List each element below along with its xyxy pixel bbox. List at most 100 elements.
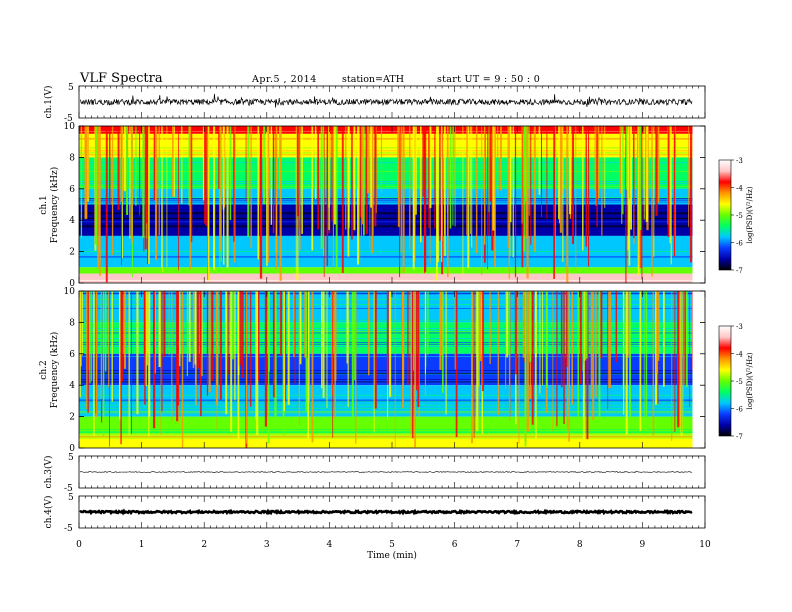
spectrogram-burst bbox=[380, 126, 383, 193]
spectrogram-burst bbox=[615, 291, 618, 363]
spectrogram-burst bbox=[409, 126, 411, 250]
spectrogram-burst bbox=[643, 126, 645, 220]
ytick-label: 4 bbox=[69, 216, 75, 226]
spectrogram-burst bbox=[585, 126, 587, 247]
spectrogram-burst bbox=[321, 291, 323, 389]
spectrogram-texture bbox=[79, 372, 693, 374]
spectrogram-texture bbox=[79, 319, 693, 321]
spectrogram-burst bbox=[410, 291, 412, 435]
spectrogram-burst bbox=[130, 126, 133, 243]
ch1-waveform-trace bbox=[79, 93, 693, 108]
spectrogram-burst bbox=[102, 291, 105, 437]
ytick-label: 0 bbox=[69, 444, 75, 454]
spectrogram-texture bbox=[79, 343, 693, 345]
spectrogram-burst bbox=[161, 126, 163, 269]
spectrogram-burst bbox=[311, 291, 314, 443]
spectrogram-burst bbox=[332, 291, 334, 438]
spectrogram-texture bbox=[79, 320, 693, 322]
spectrogram-burst bbox=[163, 291, 166, 357]
spectrogram-burst bbox=[206, 291, 209, 396]
spectrogram-burst bbox=[153, 126, 156, 201]
spectrogram-burst bbox=[424, 126, 427, 272]
spectrogram-burst bbox=[219, 126, 222, 251]
spectrogram-burst bbox=[171, 291, 173, 422]
spectrogram-burst bbox=[454, 126, 456, 227]
spectrogram-texture bbox=[79, 198, 693, 199]
spectrogram-burst bbox=[531, 291, 534, 425]
spectrogram-burst bbox=[389, 291, 392, 397]
spectrogram-burst bbox=[645, 291, 648, 431]
spectrogram-burst bbox=[582, 291, 585, 447]
spectrogram-burst bbox=[234, 291, 236, 401]
spectrogram-burst bbox=[353, 126, 356, 231]
spectrogram-burst bbox=[514, 126, 517, 278]
spectrogram-texture bbox=[79, 369, 693, 371]
spectrogram-burst bbox=[293, 291, 296, 358]
spectrogram-burst bbox=[607, 291, 609, 410]
x-axis-ticks bbox=[78, 86, 706, 528]
spectrogram-burst bbox=[552, 291, 554, 432]
spectrogram-burst bbox=[441, 291, 444, 393]
colorbar-tick-label: -5 bbox=[736, 378, 743, 386]
spectrogram-burst bbox=[168, 291, 170, 356]
spectrogram-texture bbox=[79, 136, 693, 138]
ch1-spec-ylabel-frequency: Frequency (kHz) bbox=[49, 167, 60, 244]
spectrogram-burst bbox=[359, 126, 361, 259]
spectrogram-burst bbox=[667, 126, 670, 237]
spectrogram-burst bbox=[227, 291, 229, 375]
spectrogram-burst bbox=[521, 126, 523, 224]
spectrogram-burst bbox=[553, 126, 555, 279]
spectrogram-burst bbox=[98, 126, 100, 253]
spectrogram-burst bbox=[484, 126, 486, 245]
spectrogram-burst bbox=[245, 291, 248, 448]
ch1-spectrogram-panel: 0 2 4 6 8 10 ch.1 Frequency (kHz) -3 -4 -5 -6 -7 … bbox=[39, 122, 754, 289]
spectrogram-burst bbox=[630, 126, 633, 230]
spectrogram-burst bbox=[211, 291, 214, 382]
spectrogram-burst bbox=[527, 126, 529, 189]
spectrogram-burst bbox=[669, 126, 671, 244]
ch4-ytick-top: 5 bbox=[68, 493, 74, 503]
spectrogram-burst bbox=[481, 126, 483, 276]
spectrogram-burst bbox=[412, 126, 415, 270]
ch4-ytick-bottom: -5 bbox=[64, 524, 73, 534]
no-data-region bbox=[692, 291, 693, 448]
spectrogram-burst bbox=[653, 126, 655, 257]
spectrogram-burst bbox=[428, 126, 430, 228]
spectrogram-burst bbox=[689, 291, 691, 408]
spectrogram-texture bbox=[79, 138, 693, 140]
ch4-waveform-trace bbox=[79, 508, 693, 516]
ch3-waveform-ylabel: ch.3(V) bbox=[43, 456, 54, 489]
spectrogram-burst bbox=[237, 291, 240, 443]
spectrogram-burst bbox=[528, 126, 530, 216]
spectrogram-texture bbox=[79, 404, 693, 406]
spectrogram-burst bbox=[202, 126, 206, 201]
spectrogram-burst bbox=[298, 291, 300, 426]
spectrogram-burst bbox=[424, 126, 426, 274]
spectrogram-burst bbox=[623, 291, 625, 415]
ch1-ytick-bottom: -5 bbox=[64, 114, 73, 124]
spectrogram-burst bbox=[625, 291, 628, 435]
spectrogram-burst bbox=[556, 291, 558, 427]
spectrogram-burst bbox=[592, 291, 595, 420]
spectrogram-burst bbox=[172, 126, 174, 197]
spectrogram-burst bbox=[123, 291, 127, 369]
spectrogram-burst bbox=[233, 126, 235, 242]
spectrogram-burst bbox=[144, 291, 147, 386]
xtick-label: 1 bbox=[139, 540, 145, 550]
spectrogram-burst bbox=[126, 126, 129, 215]
xtick-label: 4 bbox=[327, 540, 333, 550]
spectrogram-texture bbox=[79, 420, 693, 421]
spectrogram-burst bbox=[633, 126, 635, 239]
spectrogram-band bbox=[79, 273, 693, 283]
spectrogram-burst bbox=[402, 126, 405, 273]
spectrogram-burst bbox=[189, 126, 192, 270]
spectrogram-burst bbox=[526, 126, 529, 279]
spectrogram-burst bbox=[161, 291, 163, 412]
spectrogram-texture bbox=[79, 435, 693, 437]
spectrogram-burst bbox=[101, 291, 103, 423]
spectrogram-burst bbox=[397, 126, 400, 227]
spectrogram-burst bbox=[662, 291, 665, 387]
spectrogram-burst bbox=[563, 291, 565, 424]
spectrogram-burst bbox=[559, 126, 562, 233]
spectrogram-burst bbox=[111, 291, 113, 402]
